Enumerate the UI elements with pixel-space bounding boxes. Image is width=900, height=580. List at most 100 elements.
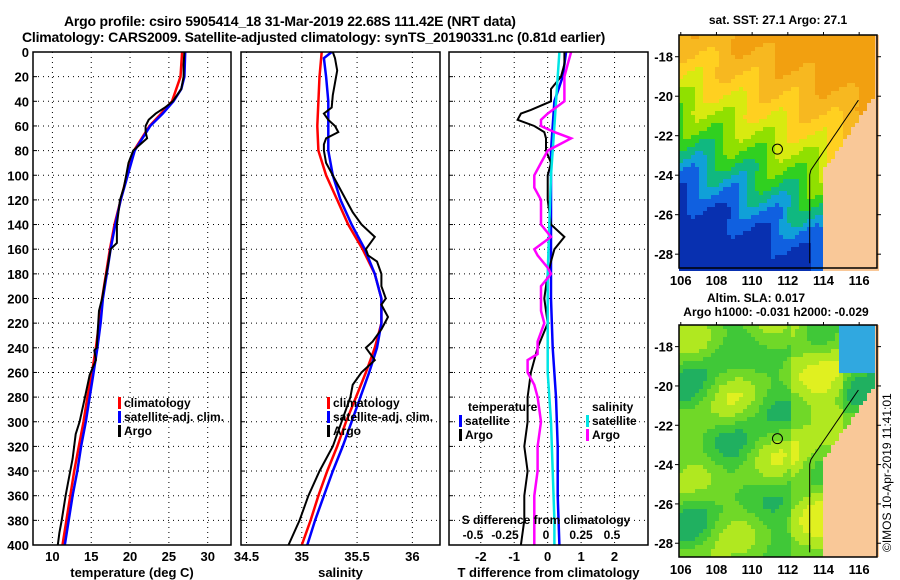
map-cell [719,433,723,437]
map-cell [791,219,795,223]
map-cell [803,231,807,235]
map-cell [867,255,871,259]
map-cell [763,91,767,95]
map-cell [715,167,719,171]
map-cell [835,457,839,461]
map-cell [867,187,871,191]
map-cell [867,199,871,203]
map-cell [795,247,799,251]
map-cell [807,179,811,183]
map-cell [871,75,875,79]
map-cell [759,461,763,465]
map-cell [871,337,875,341]
map-cell [803,251,807,255]
map-cell [723,385,727,389]
map-cell [791,95,795,99]
map-cell [775,425,779,429]
map-cell [739,39,743,43]
map-cell [739,381,743,385]
map-cell [811,239,815,243]
map-cell [719,405,723,409]
map-cell [731,223,735,227]
map-cell [811,325,815,329]
map-cell [719,263,723,267]
map-cell [855,111,859,115]
map-cell [687,381,691,385]
map-cell [779,337,783,341]
map-cell [807,171,811,175]
map-cell [835,143,839,147]
map-cell [699,183,703,187]
map-cell [819,397,823,401]
map-cell [871,263,875,267]
depth-tick-label: 260 [7,365,29,380]
map-cell [755,461,759,465]
map-cell [767,365,771,369]
map-cell [711,51,715,55]
map-cell [695,115,699,119]
map-cell [751,115,755,119]
map-cell [759,211,763,215]
map-cell [823,191,827,195]
map-cell [759,259,763,263]
map-cell [743,171,747,175]
map-cell [695,433,699,437]
map-cell [867,369,871,373]
map-cell [835,183,839,187]
map-cell [715,83,719,87]
map-cell [823,103,827,107]
map-cell [795,55,799,59]
map-cell [835,445,839,449]
map-cell [851,255,855,259]
map-cell [727,83,731,87]
map-cell [867,267,871,271]
map-cell [751,67,755,71]
map-cell [835,107,839,111]
legend-swatch [118,397,121,409]
map-cell [843,381,847,385]
map-cell [803,369,807,373]
map-cell [827,267,831,271]
map-cell [795,345,799,349]
map-cell [835,191,839,195]
map-cell [815,393,819,397]
map-cell [819,461,823,465]
map-cell [843,207,847,211]
map-cell [831,445,835,449]
map-cell [807,389,811,393]
map-cell [719,353,723,357]
map-cell [871,171,875,175]
map-cell [763,389,767,393]
map-cell [763,47,767,51]
map-cell [767,461,771,465]
map-cell [863,397,867,401]
map-cell [835,405,839,409]
map-cell [831,179,835,183]
map-cell [679,111,683,115]
map-cell [875,267,879,271]
map-cell [871,369,875,373]
map-cell [735,231,739,235]
map-cell [799,227,803,231]
map-cell [791,155,795,159]
map-cell [787,465,791,469]
map-cell [871,341,875,345]
map-cell [691,389,695,393]
map-cell [819,437,823,441]
map-cell [847,361,851,365]
map-cell [779,183,783,187]
legend-label: satellite [592,414,637,428]
map-cell [791,377,795,381]
map-cell [871,429,875,433]
map-cell [751,381,755,385]
map-cell [843,259,847,263]
map-cell [731,55,735,59]
map-cell [867,47,871,51]
map-cell [791,341,795,345]
map-cell [795,103,799,107]
map-cell [859,223,863,227]
map-cell [807,437,811,441]
map-cell [703,119,707,123]
map-cell [687,441,691,445]
map-cell [683,465,687,469]
